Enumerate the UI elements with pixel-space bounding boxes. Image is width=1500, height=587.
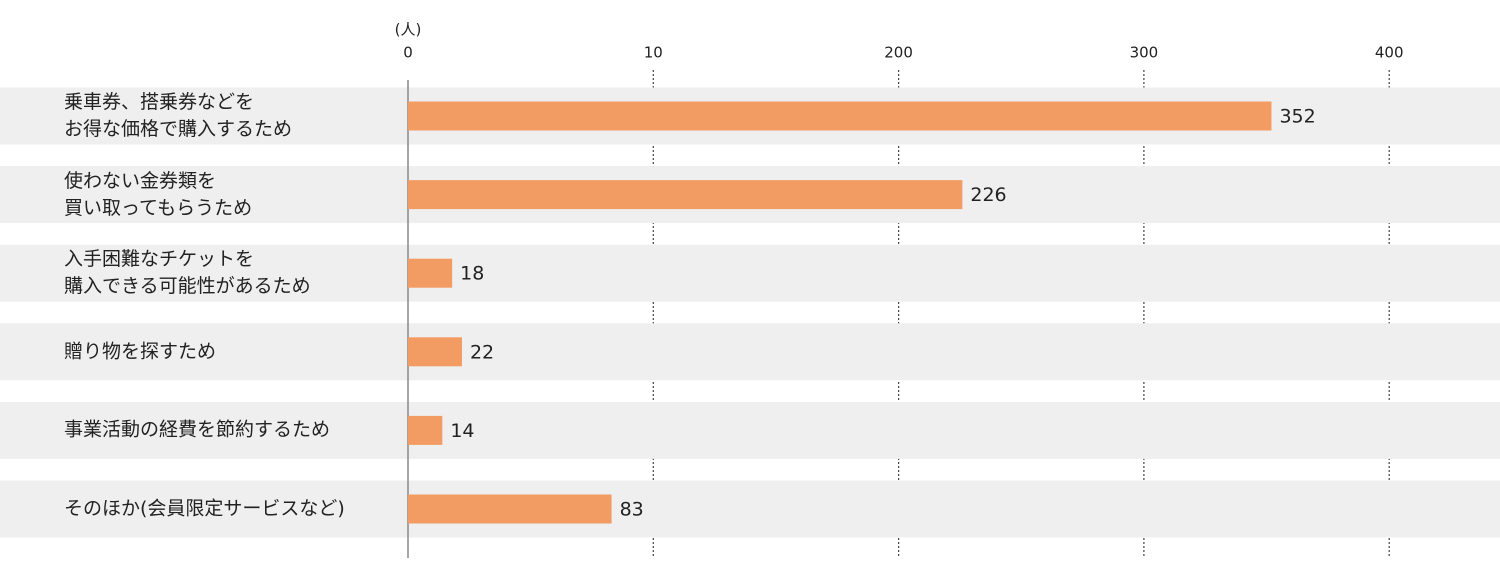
x-tick-label: 0 bbox=[403, 44, 413, 62]
value-label: 83 bbox=[620, 499, 644, 521]
bar bbox=[408, 101, 1272, 131]
row-band bbox=[0, 323, 1500, 381]
x-unit-label: (人) bbox=[395, 21, 422, 39]
x-tick-label: 10 bbox=[644, 44, 663, 62]
x-tick-label: 400 bbox=[1375, 44, 1404, 62]
value-label: 14 bbox=[450, 420, 474, 442]
bar bbox=[408, 415, 443, 445]
value-label: 352 bbox=[1279, 106, 1315, 128]
category-label: 使わない金券類を 買い取ってもらうため bbox=[64, 169, 253, 219]
value-label: 18 bbox=[460, 263, 484, 285]
x-tick-label: 200 bbox=[884, 44, 913, 62]
category-label: 贈り物を探すため bbox=[64, 340, 217, 363]
category-label: 入手困難なチケットを 購入できる可能性があるため bbox=[64, 248, 311, 298]
category-label: 乗車券、搭乗券などを お得な価格で購入するため bbox=[64, 91, 293, 140]
value-label: 226 bbox=[970, 184, 1006, 206]
bar bbox=[408, 258, 453, 288]
bar bbox=[408, 180, 963, 210]
row-band bbox=[0, 244, 1500, 302]
x-tick-label: 300 bbox=[1130, 44, 1159, 62]
row-band bbox=[0, 480, 1500, 538]
bar bbox=[408, 337, 462, 367]
category-label: 事業活動の経費を節約するため bbox=[64, 418, 331, 441]
category-label: そのほか(会員限定サービスなど) bbox=[64, 497, 345, 520]
row-band bbox=[0, 401, 1500, 459]
value-label: 22 bbox=[470, 341, 494, 363]
bar bbox=[408, 494, 612, 524]
